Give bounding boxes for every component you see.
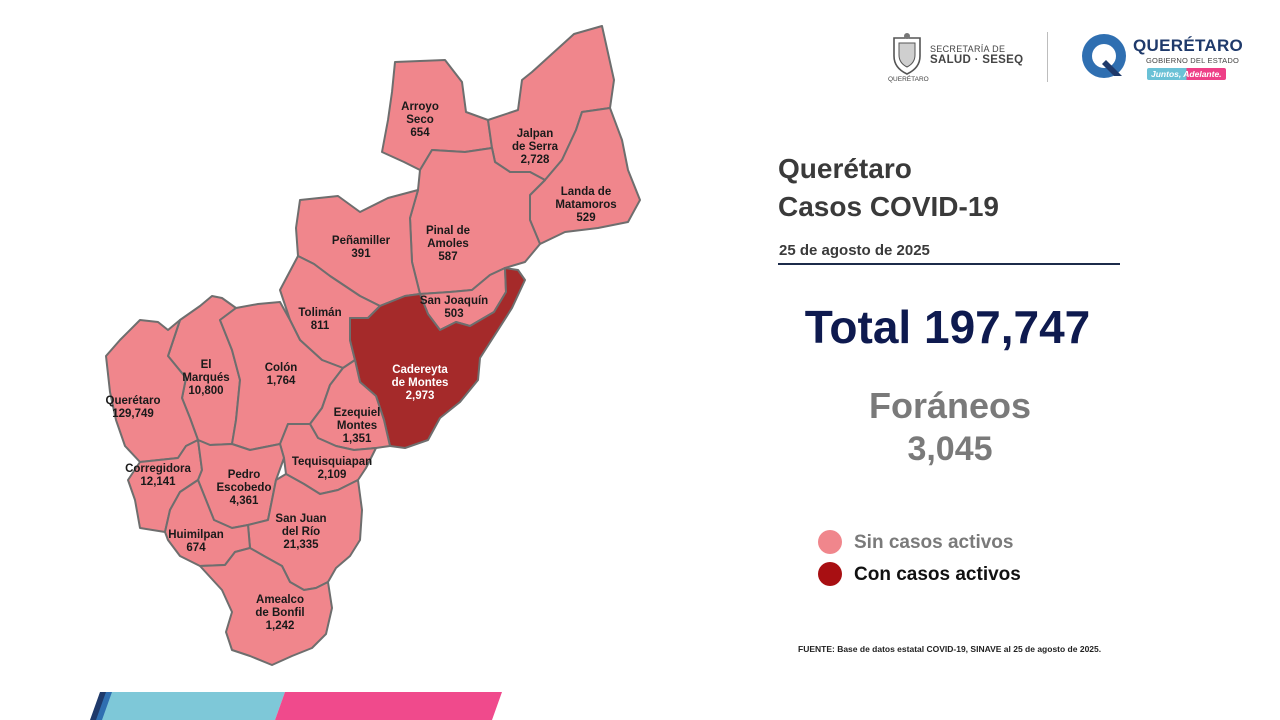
municipality-label-line: de Serra — [512, 141, 559, 153]
municipality-label-line: Corregidora — [125, 463, 191, 475]
municipality-label-line: del Río — [282, 526, 320, 538]
municipality-label-line: Querétaro — [106, 395, 161, 407]
municipality-label-line: 391 — [351, 248, 371, 260]
source-note: FUENTE: Base de datos estatal COVID-19, … — [798, 644, 1102, 654]
municipality-label-line: Escobedo — [217, 482, 272, 494]
municipality-label-colon: Colón 1,764 — [265, 362, 298, 387]
municipality-label-landa: Landa de Matamoros 529 — [555, 186, 616, 224]
municipality-label-line: 129,749 — [112, 408, 154, 420]
municipality-label-line: 1,351 — [343, 433, 372, 445]
municipality-label-huimilpan: Huimilpan 674 — [168, 529, 224, 554]
municipality-label-line: de Bonfil — [255, 607, 304, 619]
municipality-label-el-marques: El Marqués 10,800 — [182, 359, 229, 397]
region-amealco[interactable] — [199, 547, 333, 666]
municipality-label-toliman: Tolimán 811 — [298, 307, 341, 332]
municipality-label-line: 12,141 — [140, 476, 176, 488]
municipality-label-line: Pinal de — [426, 225, 470, 237]
municipality-label-jalpan: Jalpan de Serra 2,728 — [512, 128, 559, 166]
municipality-label-line: 1,242 — [266, 620, 295, 632]
municipality-label-line: Colón — [265, 362, 298, 374]
secretaria-salud-logo: SECRETARÍA DE SALUD · SESEQ QUERÉTARO — [888, 32, 1048, 84]
municipality-label-arroyo-seco: Arroyo Seco 654 — [401, 101, 439, 139]
municipality-label-pedro-escobedo: Pedro Escobedo 4,361 — [217, 469, 272, 507]
municipality-label-line: Ezequiel — [334, 407, 381, 419]
municipality-label-tequisquiapan: Tequisquiapan 2,109 — [292, 456, 372, 481]
municipality-label-queretaro: Querétaro 129,749 — [106, 395, 161, 420]
ssa-logo-line1: SECRETARÍA DE — [930, 44, 1006, 54]
municipality-label-line: Pedro — [228, 469, 261, 481]
gov-logo-subtitle: GOBIERNO DEL ESTADO — [1146, 56, 1239, 65]
title-divider — [778, 263, 1120, 265]
queretaro-q-icon — [1082, 34, 1126, 78]
municipality-label-line: Tolimán — [298, 307, 341, 319]
municipality-label-line: San Juan — [275, 513, 326, 525]
legend-label-con-casos: Con casos activos — [854, 564, 1021, 585]
municipality-label-line: Montes — [337, 420, 377, 432]
legend-swatch-con-casos — [818, 562, 842, 586]
municipality-label-line: San Joaquín — [420, 295, 488, 307]
municipality-label-line: 811 — [311, 320, 330, 332]
state-seal-icon — [893, 33, 921, 75]
region-landa[interactable] — [529, 107, 641, 245]
footer-color-bar — [90, 692, 502, 720]
legend-swatch-sin-casos — [818, 530, 842, 554]
report-date: 25 de agosto de 2025 — [779, 242, 930, 259]
municipality-label-line: de Montes — [392, 377, 449, 389]
queretaro-municipality-map: Arroyo Seco 654 Jalpan de Serra 2,728 Landa de… — [105, 25, 641, 666]
municipality-label-line: Arroyo — [401, 101, 439, 113]
municipality-label-amealco: Amealco de Bonfil 1,242 — [255, 594, 304, 632]
municipality-label-line: 4,361 — [230, 495, 259, 507]
municipality-label-line: Jalpan — [517, 128, 553, 140]
logo-divider — [1047, 32, 1048, 82]
municipality-label-line: Seco — [406, 114, 434, 126]
municipality-label-cadereyta: Cadereyta de Montes 2,973 — [392, 364, 449, 402]
municipality-label-line: Amoles — [427, 238, 469, 250]
gov-logo-slogan: Juntos, Adelante. — [1147, 68, 1226, 80]
ssa-logo-line2: SALUD · SESEQ — [930, 54, 1024, 66]
municipality-label-line: 21,335 — [283, 539, 319, 551]
municipality-label-line: 2,728 — [521, 154, 550, 166]
municipality-label-line: Peñamiller — [332, 235, 391, 247]
municipality-label-ezequiel: Ezequiel Montes 1,351 — [334, 407, 381, 445]
page-title-line2: Casos COVID-19 — [778, 191, 999, 222]
municipality-label-line: 10,800 — [188, 385, 223, 397]
municipality-label-line: Marqués — [182, 372, 229, 384]
municipality-label-pinal: Pinal de Amoles 587 — [426, 225, 470, 263]
municipality-label-line: 587 — [438, 251, 457, 263]
municipality-label-line: 529 — [576, 212, 595, 224]
municipality-label-line: 503 — [444, 308, 463, 320]
page-title-line1: Querétaro — [778, 153, 912, 184]
municipality-label-corregidora: Corregidora 12,141 — [125, 463, 191, 488]
municipality-label-penamiller: Peñamiller 391 — [332, 235, 391, 260]
municipality-label-line: Amealco — [256, 594, 304, 606]
municipality-label-line: 654 — [410, 127, 430, 139]
foraneos-value: 3,045 — [907, 430, 993, 468]
foraneos-label: Foráneos — [868, 385, 1032, 426]
municipality-label-line: El — [201, 359, 212, 371]
municipality-label-line: Matamoros — [555, 199, 616, 211]
gobierno-queretaro-logo: QUERÉTARO GOBIERNO DEL ESTADO Juntos, Ad… — [1080, 30, 1255, 86]
municipality-label-line: 2,973 — [406, 390, 435, 402]
municipality-label-line: Cadereyta — [392, 364, 448, 376]
total-cases: Total 197,747 — [804, 301, 1091, 353]
legend-label-sin-casos: Sin casos activos — [854, 532, 1014, 553]
municipality-label-line: Tequisquiapan — [292, 456, 372, 468]
municipality-label-line: 1,764 — [267, 375, 296, 387]
municipality-label-line: 674 — [186, 542, 206, 554]
municipality-label-san-juan: San Juan del Río 21,335 — [275, 513, 326, 551]
municipality-label-line: 2,109 — [318, 469, 347, 481]
municipality-label-line: Landa de — [561, 186, 611, 198]
municipality-label-line: Huimilpan — [168, 529, 224, 541]
ssa-logo-caption: QUERÉTARO — [888, 76, 929, 83]
gov-logo-name: QUERÉTARO — [1133, 36, 1244, 55]
municipality-label-san-joaquin: San Joaquín 503 — [420, 295, 488, 320]
